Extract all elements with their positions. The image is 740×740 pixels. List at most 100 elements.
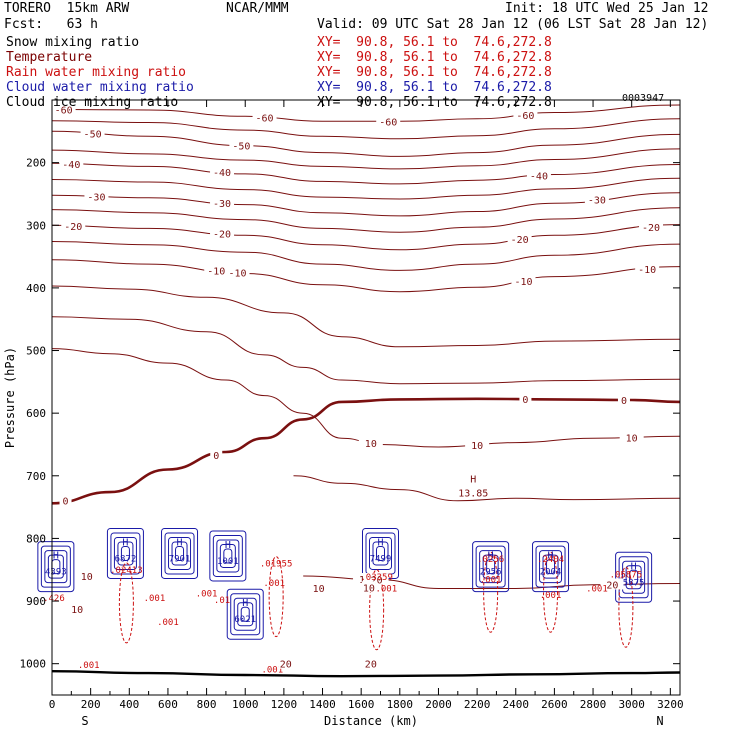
cloud-water-contour xyxy=(629,569,639,585)
cloud-water-contour xyxy=(212,534,243,577)
y-tick-label: 400 xyxy=(26,282,46,295)
cloud-max-value: 2956 xyxy=(480,568,502,578)
isotherm-line xyxy=(51,224,681,251)
isotherm-label: 10 xyxy=(71,605,83,616)
ground-surface-line xyxy=(51,670,681,678)
rain-contour-label: .001 xyxy=(261,665,283,675)
x-tick-label: 600 xyxy=(158,698,178,711)
rain-max-value: .02413 xyxy=(110,566,143,576)
isotherm-label-bg xyxy=(358,436,383,448)
cloud-water-contour xyxy=(106,527,144,579)
isotherm-label: 10 xyxy=(365,439,377,450)
isotherm-line xyxy=(293,475,681,502)
isotherm-line xyxy=(51,259,681,293)
cloud-water-contour xyxy=(361,527,399,579)
cloud-water-contour xyxy=(622,560,646,594)
isotherm-label-bg xyxy=(278,657,293,669)
rain-contour-label: .001 xyxy=(375,585,397,595)
model-name: TORERO 15km ARW xyxy=(4,1,130,16)
cloud-water-contour xyxy=(237,602,254,627)
isotherm-label-bg xyxy=(74,570,99,581)
cloud-water-contour xyxy=(535,545,566,588)
rain-contour xyxy=(268,556,284,638)
y-tick-label: 200 xyxy=(26,157,46,170)
cloud-max-marker: H xyxy=(377,537,383,548)
isotherm-label: -20 xyxy=(213,230,231,241)
field-xy: XY= 90.8, 56.1 to 74.6,272.8 xyxy=(317,95,552,110)
isotherm-label: -40 xyxy=(62,160,80,171)
isotherm-line xyxy=(51,241,681,271)
rain-contour xyxy=(543,551,559,633)
y-tick-label: 800 xyxy=(26,532,46,545)
isotherm-label: -20 xyxy=(642,223,660,234)
forecast-hour: Fcst: 63 h xyxy=(4,17,98,32)
isotherm-line xyxy=(51,118,681,140)
isotherm-line xyxy=(51,177,681,200)
cloud-water-contour xyxy=(40,545,71,588)
isotherm-label: 10 xyxy=(363,583,375,594)
isotherm-label: 20 xyxy=(365,660,377,671)
center-name: NCAR/MMM xyxy=(226,1,289,16)
cloud-water-contour xyxy=(175,545,185,561)
cloud-max-marker: H xyxy=(488,551,494,562)
cloud-water-contour xyxy=(615,551,653,603)
freezing-label-bg xyxy=(617,393,630,405)
rain-contour-label: .001 xyxy=(196,590,218,600)
isotherm-line xyxy=(51,148,681,170)
rain-contour xyxy=(618,566,634,648)
x-tick-label: 1400 xyxy=(309,698,336,711)
y-axis-title: Pressure (hPa) xyxy=(3,347,17,448)
rain-contour-label: .01 xyxy=(214,596,230,606)
isotherm-line xyxy=(51,192,681,217)
field-name: Cloud ice mixing ratio xyxy=(6,95,179,110)
isotherm-label-bg xyxy=(210,166,235,178)
isotherm-label: -30 xyxy=(213,199,231,210)
cloud-max-value: 2004 xyxy=(540,568,562,578)
isotherm-label-bg xyxy=(61,219,86,231)
isotherm-label: -40 xyxy=(530,172,548,183)
x-axis-title: Distance (km) xyxy=(324,714,418,728)
rain-contour xyxy=(118,562,134,644)
isotherm-label: 10 xyxy=(313,584,325,595)
y-tick-label: 500 xyxy=(26,345,46,358)
field-xy: XY= 90.8, 56.1 to 74.6,272.8 xyxy=(317,65,552,80)
cloud-max-marker: H xyxy=(122,537,128,548)
rain-contour-label: .001 xyxy=(144,594,166,604)
x-tick-label: 1600 xyxy=(348,698,375,711)
isotherm-label-bg xyxy=(229,139,254,151)
freezing-label: 0 xyxy=(621,396,627,407)
isotherm-label-bg xyxy=(363,657,378,669)
cloud-water-contour xyxy=(209,530,247,582)
cloud-water-contour xyxy=(375,545,385,561)
y-tick-label: 600 xyxy=(26,407,46,420)
isotherm-label: 20 xyxy=(606,580,618,591)
cloud-max-value: 7901 xyxy=(169,554,191,564)
isotherm-label-bg xyxy=(513,108,538,120)
isotherm-label-bg xyxy=(252,111,277,123)
corner-label: 0003947 xyxy=(622,93,665,104)
rain-max-value: .03359 xyxy=(360,573,393,583)
cloud-water-contour xyxy=(47,554,64,579)
cloud-water-contour xyxy=(120,545,130,561)
cloud-water-contour xyxy=(110,532,141,575)
isotherm-line xyxy=(51,104,681,122)
x-end-label-south: S xyxy=(81,714,88,728)
x-tick-label: 3000 xyxy=(618,698,645,711)
cloud-max-marker: H xyxy=(631,561,637,572)
isotherm-label: -50 xyxy=(84,129,102,140)
field-xy: XY= 90.8, 56.1 to 74.6,272.8 xyxy=(317,50,552,65)
isotherm-label-bg xyxy=(465,438,490,450)
y-tick-label: 900 xyxy=(26,595,46,608)
isotherm-label-bg xyxy=(311,581,326,593)
cloud-max-marker: H xyxy=(242,598,248,609)
init-time: Init: 18 UTC Wed 25 Jan 12 xyxy=(505,1,709,16)
rain-contour-label: .001 xyxy=(586,585,608,595)
x-tick-label: 200 xyxy=(81,698,101,711)
isotherm-label: -10 xyxy=(638,265,656,276)
isotherm-label-bg xyxy=(600,578,625,590)
isotherm-label: 10 xyxy=(471,441,483,452)
rain-contour-label: .001 xyxy=(157,618,179,628)
cloud-max-value: 5875 xyxy=(623,578,645,588)
isotherm-label: -20 xyxy=(64,222,82,233)
freezing-label-bg xyxy=(59,494,72,506)
